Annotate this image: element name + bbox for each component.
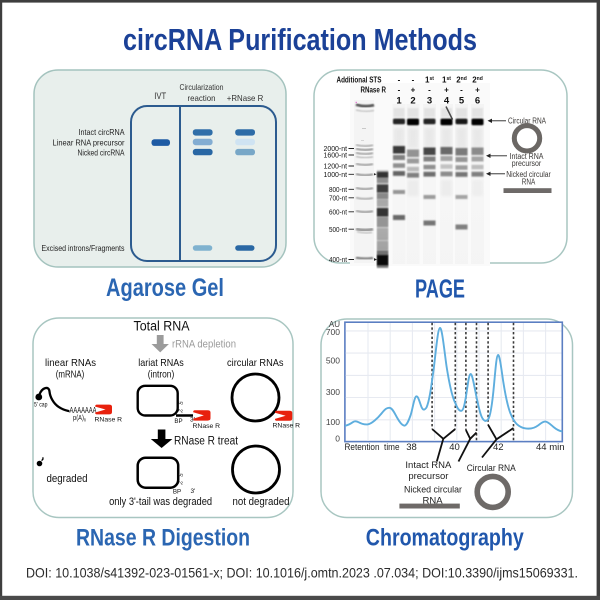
svg-text:linear RNAs: linear RNAs bbox=[45, 357, 96, 369]
svg-text:RNase R: RNase R bbox=[273, 423, 301, 430]
svg-text:circular RNAs: circular RNAs bbox=[227, 357, 284, 369]
svg-text:1600-nt: 1600-nt bbox=[324, 153, 348, 160]
svg-text:-: - bbox=[412, 76, 415, 85]
svg-text:-: - bbox=[428, 86, 431, 95]
svg-text:600-nt: 600-nt bbox=[329, 209, 347, 216]
svg-text:100: 100 bbox=[326, 417, 340, 427]
svg-text:Intact RNA: Intact RNA bbox=[405, 460, 452, 471]
svg-text:Circularization: Circularization bbox=[180, 82, 224, 92]
svg-text:precursor: precursor bbox=[512, 159, 542, 168]
svg-text:2': 2' bbox=[176, 481, 182, 485]
svg-text:+: + bbox=[444, 86, 449, 95]
svg-text:PAGE: PAGE bbox=[415, 274, 465, 304]
svg-text:not degraded: not degraded bbox=[233, 496, 290, 508]
svg-text:p(A)n: p(A)n bbox=[73, 413, 86, 424]
svg-text:BP: BP bbox=[173, 489, 181, 496]
svg-text:(mRNA): (mRNA) bbox=[56, 369, 85, 381]
svg-text:44 min: 44 min bbox=[536, 442, 565, 453]
svg-text:1: 1 bbox=[396, 96, 402, 107]
svg-text:AAAAAAA: AAAAAAA bbox=[70, 406, 98, 415]
svg-text:circRNA Purification Methods: circRNA Purification Methods bbox=[123, 23, 477, 57]
svg-text:-: - bbox=[398, 86, 401, 95]
svg-text:+: + bbox=[475, 86, 480, 95]
svg-text:-: - bbox=[460, 86, 463, 95]
svg-text:precursor: precursor bbox=[408, 471, 448, 482]
svg-text:700-nt: 700-nt bbox=[329, 195, 347, 202]
svg-text:AU: AU bbox=[329, 320, 340, 329]
svg-text:1200-nt: 1200-nt bbox=[324, 164, 348, 171]
svg-text:Nicked circRNA: Nicked circRNA bbox=[78, 148, 125, 158]
svg-text:38: 38 bbox=[406, 442, 417, 453]
svg-text:Circular RNA: Circular RNA bbox=[508, 117, 547, 126]
svg-text:RNase R Digestion: RNase R Digestion bbox=[76, 525, 250, 552]
svg-text:IVT: IVT bbox=[154, 91, 166, 101]
svg-text:RNase R: RNase R bbox=[361, 86, 387, 95]
svg-text:3': 3' bbox=[190, 417, 195, 424]
svg-text:Additional STS: Additional STS bbox=[337, 76, 383, 85]
svg-text:1st: 1st bbox=[425, 76, 434, 85]
svg-text:5': 5' bbox=[176, 474, 182, 478]
svg-text:1000-nt: 1000-nt bbox=[324, 172, 348, 179]
svg-text:1st: 1st bbox=[442, 76, 451, 85]
svg-text:lariat RNAs: lariat RNAs bbox=[138, 357, 184, 369]
svg-text:42: 42 bbox=[493, 442, 504, 453]
svg-text:4: 4 bbox=[444, 96, 450, 107]
svg-text:2000-nt: 2000-nt bbox=[324, 146, 348, 153]
svg-text:5: 5 bbox=[459, 96, 465, 107]
svg-text:Nicked circular: Nicked circular bbox=[506, 170, 551, 179]
svg-text:300: 300 bbox=[326, 387, 340, 397]
svg-text:40: 40 bbox=[449, 442, 460, 453]
svg-text:5' cap: 5' cap bbox=[34, 402, 48, 409]
svg-text:Retention time: Retention time bbox=[345, 442, 400, 452]
svg-text:700: 700 bbox=[326, 327, 340, 337]
svg-text:Agarose Gel: Agarose Gel bbox=[106, 274, 224, 302]
svg-text:Circular RNA: Circular RNA bbox=[467, 463, 517, 474]
svg-text:2': 2' bbox=[177, 409, 183, 413]
svg-text:DOI: 10.1038/s41392-023-01561-: DOI: 10.1038/s41392-023-01561-x; DOI: 10… bbox=[26, 565, 578, 581]
svg-text:5': 5' bbox=[177, 402, 183, 406]
svg-text:RNase R: RNase R bbox=[193, 423, 221, 430]
svg-text:Intact RNA: Intact RNA bbox=[510, 152, 545, 161]
svg-text:2: 2 bbox=[410, 96, 415, 107]
svg-text:RNA: RNA bbox=[522, 178, 536, 187]
svg-text:+: + bbox=[411, 86, 416, 95]
svg-text:800-nt: 800-nt bbox=[329, 187, 347, 194]
svg-text:+RNase R: +RNase R bbox=[227, 93, 264, 103]
svg-text:2nd: 2nd bbox=[456, 76, 467, 85]
svg-text:only 3'-tail was degraded: only 3'-tail was degraded bbox=[109, 496, 212, 508]
svg-text:RNase R: RNase R bbox=[95, 417, 123, 424]
svg-text:6: 6 bbox=[475, 96, 480, 107]
svg-text:(intron): (intron) bbox=[148, 369, 175, 381]
svg-text:rRNA depletion: rRNA depletion bbox=[172, 339, 236, 351]
svg-text:Total RNA: Total RNA bbox=[134, 319, 190, 334]
svg-text:500-nt: 500-nt bbox=[329, 227, 347, 234]
svg-text:Linear RNA precursor: Linear RNA precursor bbox=[53, 138, 125, 148]
svg-text:Intact circRNA: Intact circRNA bbox=[79, 127, 125, 137]
svg-text:3': 3' bbox=[191, 488, 196, 495]
svg-text:3: 3 bbox=[427, 96, 432, 107]
svg-text:-: - bbox=[398, 76, 401, 85]
svg-text:reaction: reaction bbox=[188, 93, 216, 103]
svg-text:Nicked circular: Nicked circular bbox=[404, 484, 462, 495]
svg-text:RNA: RNA bbox=[422, 495, 443, 506]
svg-text:500: 500 bbox=[326, 356, 340, 366]
svg-text:Excised introns/Fragments: Excised introns/Fragments bbox=[42, 243, 125, 253]
svg-text:2nd: 2nd bbox=[472, 76, 483, 85]
svg-text:RNase R treat: RNase R treat bbox=[174, 435, 239, 447]
svg-text:Chromatography: Chromatography bbox=[366, 525, 524, 552]
svg-text:BP: BP bbox=[174, 418, 182, 425]
svg-text:0: 0 bbox=[335, 434, 340, 444]
svg-text:degraded: degraded bbox=[47, 473, 88, 485]
svg-text:400-nt: 400-nt bbox=[329, 257, 347, 264]
